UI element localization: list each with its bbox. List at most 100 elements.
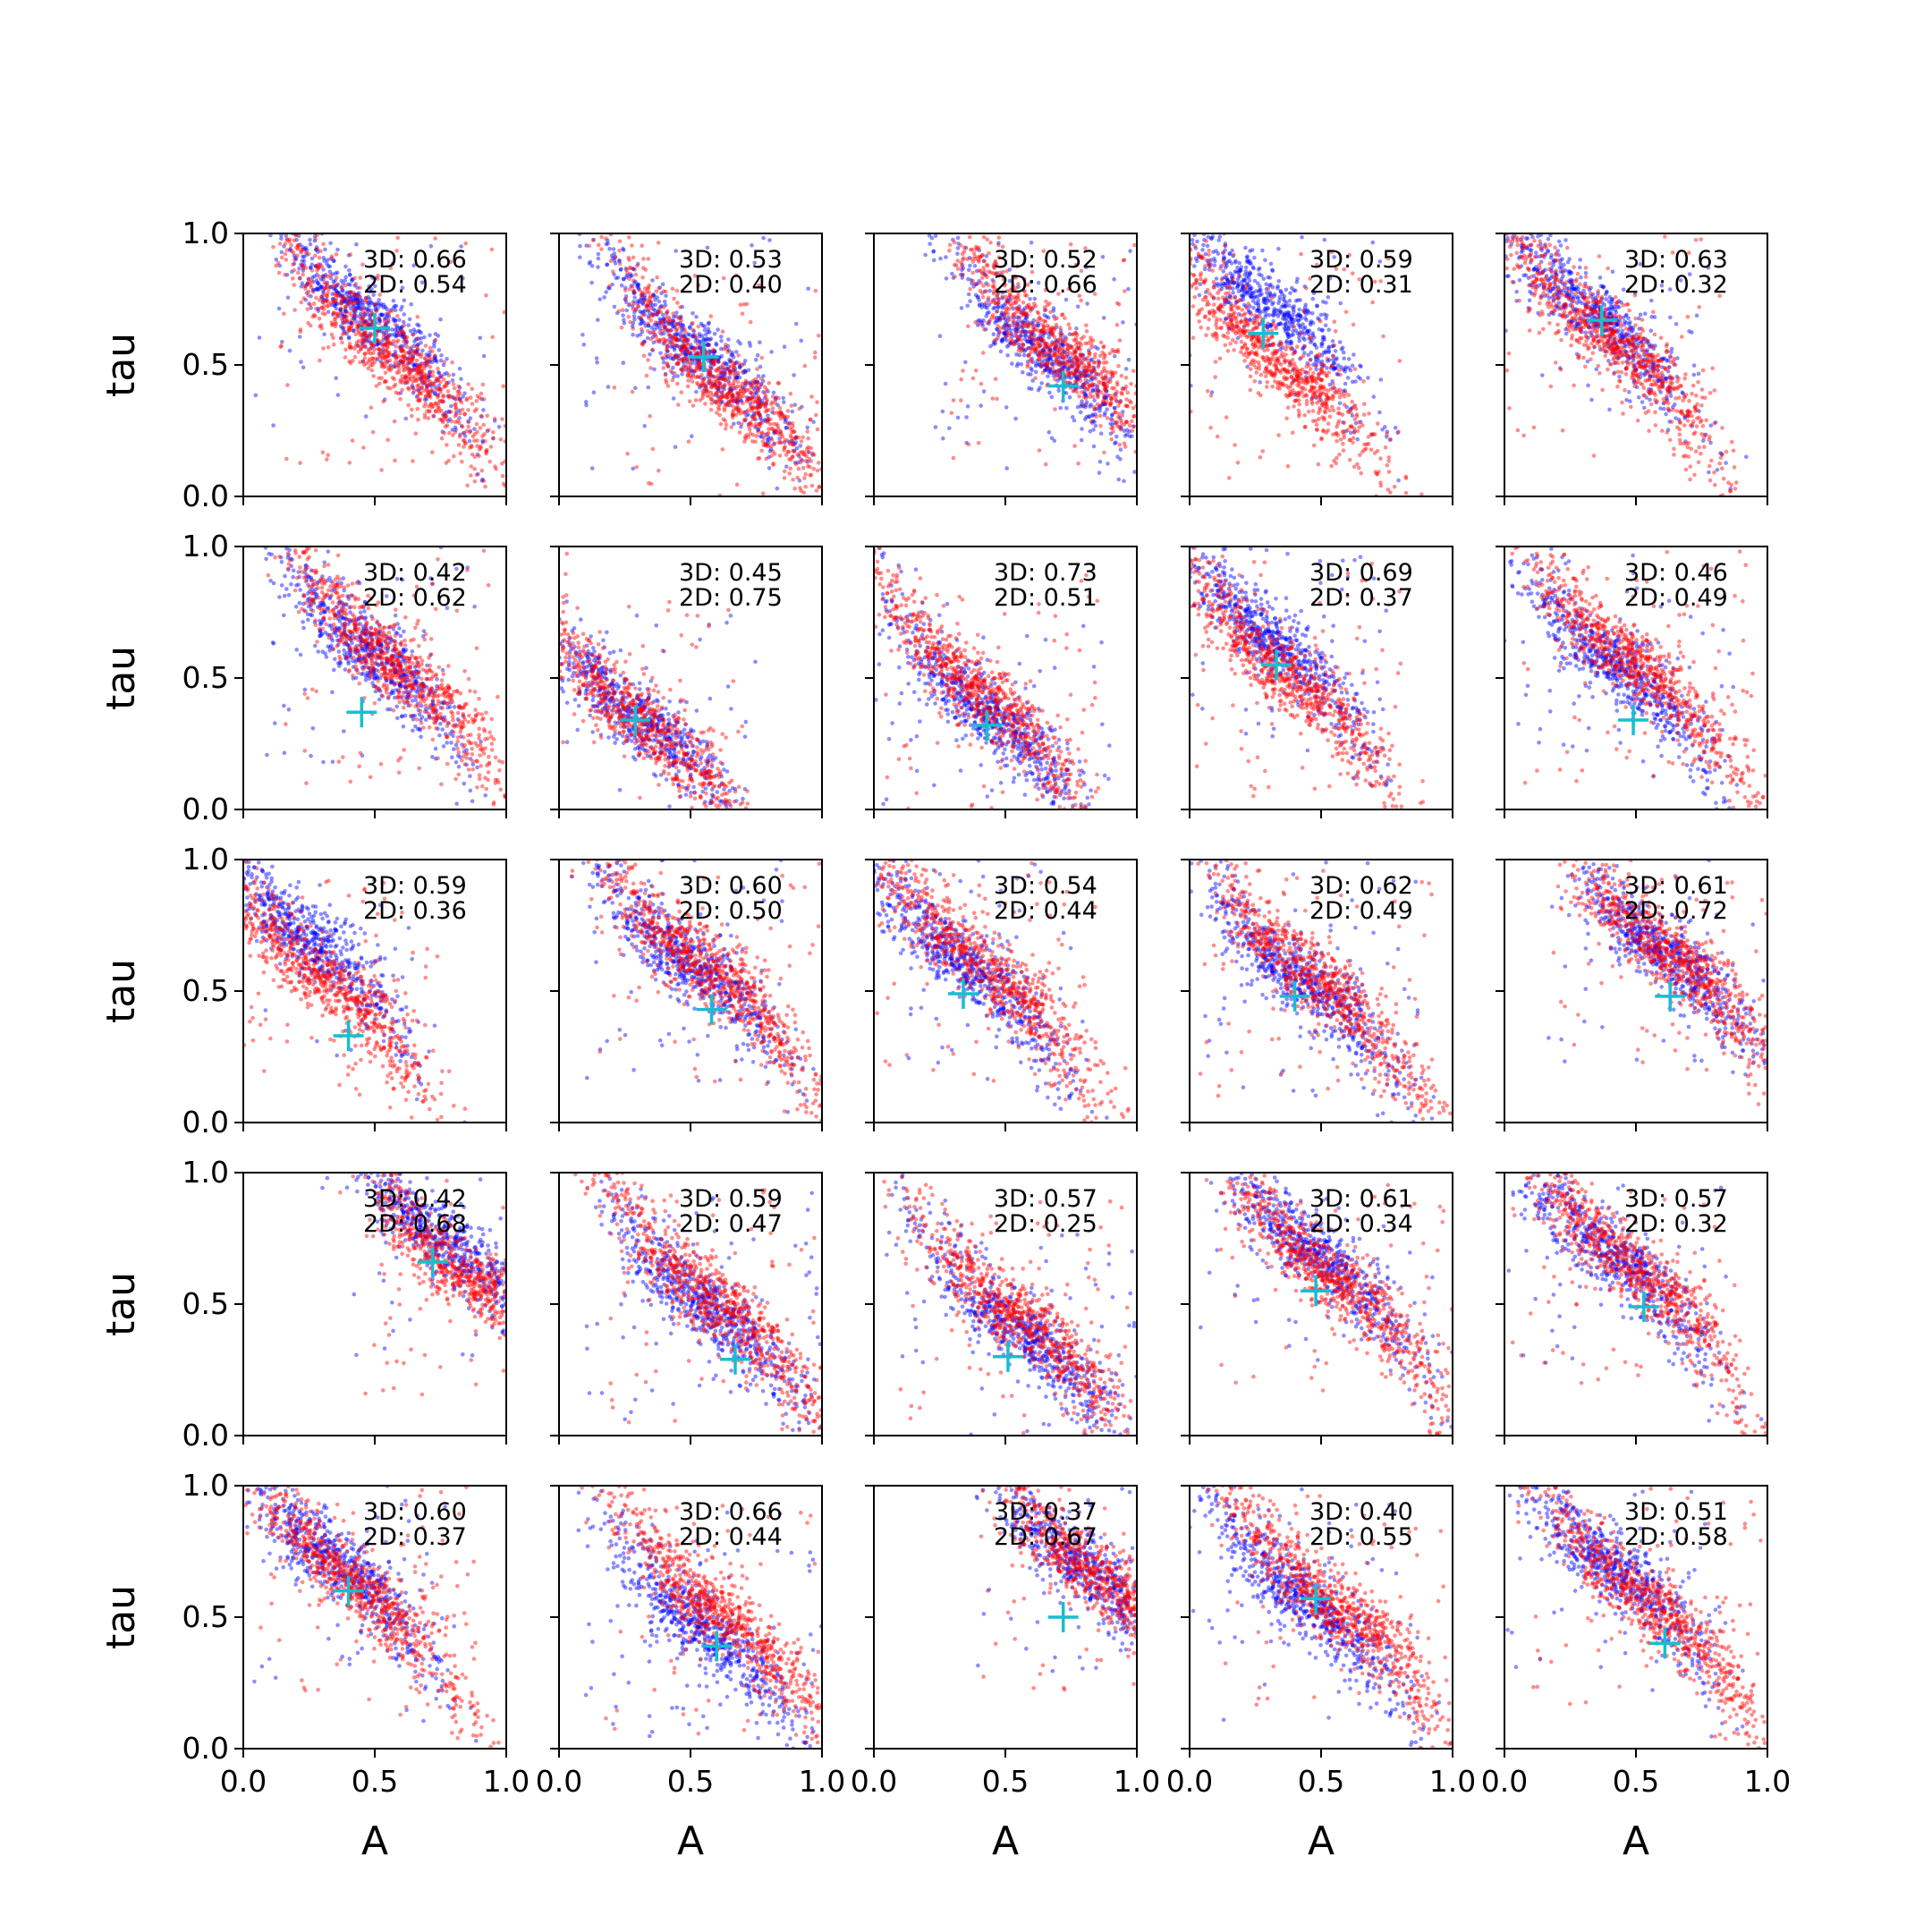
scatter-point	[419, 385, 425, 390]
scatter-point	[746, 435, 751, 439]
scatter-point	[674, 355, 678, 360]
scatter-point	[1044, 367, 1049, 371]
scatter-point	[1291, 328, 1295, 334]
scatter-point	[356, 291, 361, 295]
scatter-point	[399, 325, 403, 330]
scatter-point	[704, 388, 709, 393]
scatter-point	[1310, 320, 1316, 326]
scatter-point	[972, 254, 978, 259]
scatter-point	[987, 250, 991, 256]
scatter-point	[751, 412, 757, 418]
scatter-point	[418, 364, 423, 369]
scatter-point	[1092, 407, 1097, 412]
scatter-point	[613, 254, 618, 259]
scatter-point	[1110, 370, 1115, 376]
scatter-point	[991, 291, 996, 296]
scatter-point	[987, 321, 991, 326]
scatter-point	[415, 394, 420, 398]
scatter-point	[308, 237, 312, 242]
scatter-point	[308, 323, 313, 328]
scatter-point	[1047, 356, 1053, 360]
scatter-point	[587, 243, 592, 249]
scatter-point	[680, 344, 684, 350]
scatter-point	[996, 330, 1002, 335]
scatter-point	[321, 267, 326, 272]
scatter-point	[1069, 360, 1074, 365]
scatter-point	[646, 308, 651, 312]
scatter-point	[1053, 346, 1058, 351]
scatter-point	[1016, 282, 1021, 286]
scatter-point	[709, 401, 715, 406]
scatter-point	[1270, 268, 1275, 274]
scatter-point	[366, 347, 371, 352]
scatter-point	[1063, 336, 1069, 342]
scatter-point	[1241, 284, 1246, 288]
scatter-point	[481, 422, 486, 428]
scatter-point	[719, 394, 724, 400]
scatter-point	[1339, 347, 1344, 352]
scatter-point	[671, 314, 676, 319]
scatter-point	[1072, 356, 1078, 360]
scatter-point	[330, 256, 335, 261]
scatter-point	[1045, 361, 1050, 366]
scatter-point	[1103, 387, 1108, 393]
scatter-point	[817, 485, 821, 489]
scatter-point	[386, 352, 392, 357]
scatter-point	[424, 394, 428, 399]
scatter-point	[1320, 337, 1326, 343]
scatter-point	[350, 277, 355, 282]
scatter-point	[641, 257, 646, 261]
scatter-point	[735, 391, 741, 396]
scatter-point	[436, 348, 442, 352]
scatter-point	[650, 303, 656, 308]
scatter-point	[1267, 283, 1272, 288]
scatter-point	[716, 405, 721, 410]
scatter-point	[369, 333, 373, 337]
scatter-point	[1004, 309, 1008, 315]
scatter-point	[1108, 402, 1113, 407]
scatter-point	[958, 272, 963, 277]
scatter-point	[760, 402, 766, 407]
scatter-point	[1029, 341, 1034, 345]
scatter-point	[801, 465, 806, 470]
scatter-point	[666, 327, 671, 333]
scatter-point	[1004, 299, 1009, 303]
scatter-point	[377, 347, 382, 352]
scatter-point	[394, 352, 398, 357]
scatter-point	[340, 295, 345, 300]
scatter-point	[997, 330, 1003, 335]
scatter-point	[767, 449, 773, 453]
scatter-point	[343, 314, 348, 319]
scatter-point	[284, 233, 289, 238]
scatter-point	[335, 270, 340, 275]
scatter-point	[1248, 286, 1253, 292]
scatter-point	[349, 324, 353, 329]
scatter-point	[1252, 278, 1258, 284]
scatter-point	[386, 319, 391, 324]
scatter-point	[411, 349, 416, 353]
scatter-point	[362, 333, 368, 337]
scatter-point	[349, 301, 354, 305]
scatter-point	[1061, 361, 1066, 367]
scatter-point	[971, 284, 976, 289]
scatter-point	[387, 350, 392, 355]
scatter-point	[1114, 419, 1120, 425]
scatter-point	[1023, 334, 1029, 338]
scatter-point	[1095, 387, 1100, 393]
scatter-point	[782, 440, 787, 445]
scatter-point	[1110, 395, 1114, 401]
scatter-point	[306, 276, 311, 282]
scatter-point	[478, 426, 483, 430]
scatter-point	[1242, 272, 1247, 277]
scatter-point	[1275, 322, 1280, 327]
scatter-point	[757, 398, 762, 403]
scatter-point	[1282, 304, 1287, 309]
scatter-point	[725, 367, 731, 372]
scatter-point	[362, 331, 367, 335]
scatter-point	[638, 288, 642, 292]
scatter-point	[1104, 360, 1109, 365]
scatter-point	[733, 398, 738, 403]
scatter-point	[1359, 419, 1363, 424]
scatter-point	[967, 256, 972, 260]
scatter-point	[657, 330, 662, 335]
